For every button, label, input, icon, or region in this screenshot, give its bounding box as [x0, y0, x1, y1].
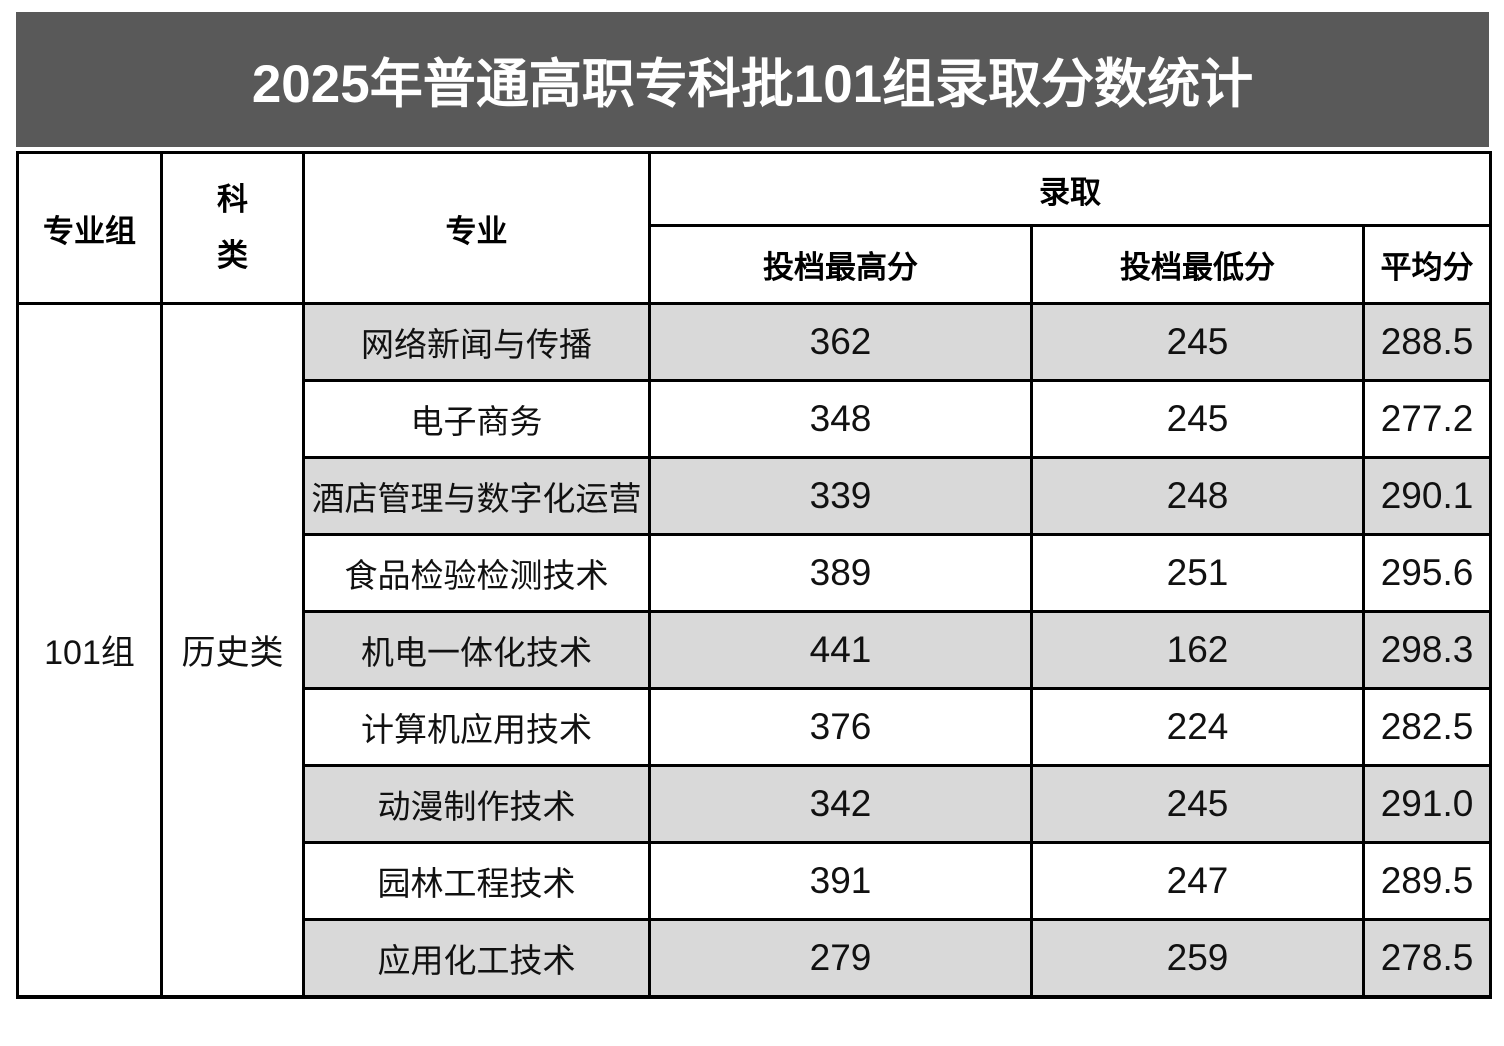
- max-score-cell: 339: [648, 456, 1033, 536]
- major-cell: 电子商务: [302, 379, 651, 459]
- max-score-cell: 348: [648, 379, 1033, 459]
- min-score-cell: 247: [1030, 841, 1365, 921]
- min-score-cell: 259: [1030, 918, 1365, 998]
- max-score-cell: 279: [648, 918, 1033, 998]
- table-row: 动漫制作技术 342 245 291.0: [18, 764, 1493, 844]
- header-row-top: 专业组 科类 专业 录取: [16, 151, 1493, 305]
- max-score-cell: 441: [648, 610, 1033, 690]
- avg-score-cell: 278.5: [1361, 918, 1493, 998]
- avg-score-cell: 291.0: [1361, 764, 1493, 844]
- table-body: 101组 历史类 网络新闻与传播 362 245 288.5 电子商务 348 245 277.2…: [16, 302, 1493, 998]
- min-score-cell: 245: [1030, 302, 1365, 382]
- max-score-cell: 362: [648, 302, 1033, 382]
- major-cell: 酒店管理与数字化运营: [302, 456, 651, 536]
- min-score-cell: 248: [1030, 456, 1365, 536]
- avg-score-cell: 288.5: [1361, 302, 1493, 382]
- table-row: 食品检验检测技术 389 251 295.6: [18, 533, 1493, 613]
- avg-score-cell: 277.2: [1361, 379, 1493, 459]
- table-row: 101组 历史类 网络新闻与传播 362 245 288.5: [16, 302, 1493, 998]
- avg-score-cell: 290.1: [1361, 456, 1493, 536]
- col-header-admission: 录取: [647, 151, 1493, 227]
- max-score-cell: 376: [648, 687, 1033, 767]
- major-cell: 网络新闻与传播: [302, 302, 651, 382]
- group-cell: 101组: [16, 302, 163, 998]
- table-row: 电子商务 348 245 277.2: [18, 379, 1493, 459]
- col-header-avg-score: 平均分: [1361, 224, 1493, 305]
- min-score-cell: 224: [1030, 687, 1365, 767]
- table-row: 机电一体化技术 441 162 298.3: [18, 610, 1493, 690]
- table-row: 计算机应用技术 376 224 282.5: [18, 687, 1493, 767]
- min-score-cell: 251: [1030, 533, 1365, 613]
- major-cell: 计算机应用技术: [302, 687, 651, 767]
- title-bar: 2025年普通高职专科批101组录取分数统计: [16, 12, 1489, 147]
- table-row: 园林工程技术 391 247 289.5: [18, 841, 1493, 921]
- max-score-cell: 342: [648, 764, 1033, 844]
- table-row: 酒店管理与数字化运营 339 248 290.1: [18, 456, 1493, 536]
- major-cell: 动漫制作技术: [302, 764, 651, 844]
- min-score-cell: 162: [1030, 610, 1365, 690]
- col-header-major: 专业: [302, 151, 651, 305]
- col-header-group: 专业组: [16, 151, 163, 305]
- major-cell: 食品检验检测技术: [302, 533, 651, 613]
- col-header-max-score: 投档最高分: [648, 224, 1033, 305]
- max-score-cell: 391: [648, 841, 1033, 921]
- score-table: 专业组 科类 专业 录取 投档最高分 投档最低分 平均分 101组 历史类 网络新闻…: [16, 151, 1493, 999]
- page-title: 2025年普通高职专科批101组录取分数统计: [251, 54, 1254, 114]
- major-cell: 应用化工技术: [302, 918, 651, 998]
- col-header-subject-type: 科类: [160, 151, 305, 305]
- avg-score-cell: 282.5: [1361, 687, 1493, 767]
- min-score-cell: 245: [1030, 764, 1365, 844]
- col-header-min-score: 投档最低分: [1030, 224, 1365, 305]
- major-cell: 机电一体化技术: [302, 610, 651, 690]
- major-cell: 园林工程技术: [302, 841, 651, 921]
- subject-type-cell: 历史类: [160, 302, 305, 998]
- avg-score-cell: 298.3: [1361, 610, 1493, 690]
- col-header-subject-type-label: 科类: [216, 182, 248, 273]
- min-score-cell: 245: [1030, 379, 1365, 459]
- avg-score-cell: 295.6: [1361, 533, 1493, 613]
- header-row-sub: 投档最高分 投档最低分 平均分: [18, 224, 1493, 305]
- max-score-cell: 389: [648, 533, 1033, 613]
- table-header: 专业组 科类 专业 录取 投档最高分 投档最低分 平均分: [16, 151, 1493, 305]
- avg-score-cell: 289.5: [1361, 841, 1493, 921]
- table-row: 应用化工技术 279 259 278.5: [18, 918, 1493, 998]
